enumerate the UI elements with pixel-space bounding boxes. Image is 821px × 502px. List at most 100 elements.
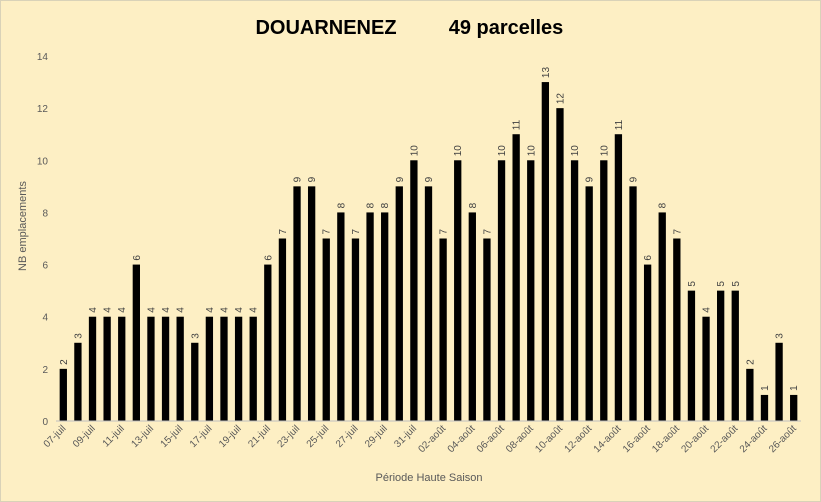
data-label: 12 — [555, 93, 566, 105]
data-label: 9 — [293, 176, 304, 182]
bar — [717, 290, 725, 421]
data-label: 6 — [132, 255, 143, 261]
x-tick-label: 20-août — [679, 423, 711, 455]
bar — [454, 160, 462, 422]
bar — [687, 290, 696, 421]
x-tick-label: 17-juil — [188, 423, 215, 450]
bar — [249, 316, 257, 421]
bar — [103, 316, 111, 421]
bar — [191, 342, 199, 421]
x-tick-label: 15-juil — [159, 423, 186, 450]
chart-title-city: DOUARNENEZ — [255, 17, 396, 39]
x-tick-label: 12-août — [563, 423, 595, 455]
x-tick-label: 23-juil — [276, 423, 303, 450]
data-label: 1 — [760, 385, 771, 391]
data-label: 8 — [336, 202, 347, 208]
bar — [88, 316, 97, 421]
bar — [337, 212, 345, 421]
bar — [220, 316, 228, 421]
bar — [293, 186, 301, 421]
data-label: 7 — [322, 229, 333, 235]
bar — [556, 108, 564, 422]
bar — [59, 368, 67, 421]
bar — [585, 186, 593, 421]
bar — [176, 316, 184, 421]
bar — [775, 342, 783, 421]
data-label: 4 — [702, 307, 713, 313]
x-tick-label: 25-juil — [305, 423, 332, 450]
bar — [132, 264, 140, 421]
data-label: 9 — [585, 176, 596, 182]
bar — [527, 160, 535, 422]
data-label: 4 — [146, 307, 157, 313]
data-label: 10 — [497, 145, 508, 157]
bar — [307, 186, 316, 421]
data-label: 7 — [672, 229, 683, 235]
x-tick-label: 14-août — [592, 423, 624, 455]
data-label: 7 — [439, 229, 450, 235]
data-label: 9 — [395, 176, 406, 182]
bar — [658, 212, 666, 421]
data-label: 7 — [482, 229, 493, 235]
y-tick-label: 10 — [37, 156, 49, 167]
data-label: 4 — [161, 307, 172, 313]
bar — [234, 316, 243, 421]
data-label: 2 — [59, 359, 70, 365]
bar — [570, 160, 579, 422]
bar — [351, 238, 360, 421]
data-label: 4 — [234, 307, 245, 313]
bar — [322, 238, 330, 421]
x-tick-label: 09-juil — [71, 423, 98, 450]
y-tick-label: 14 — [37, 52, 49, 63]
data-label: 10 — [526, 145, 537, 157]
bar — [366, 212, 374, 421]
x-tick-label: 02-août — [416, 423, 448, 455]
data-label: 4 — [176, 307, 187, 313]
x-tick-label: 08-août — [504, 423, 536, 455]
x-tick-label: 18-août — [650, 423, 682, 455]
data-label: 7 — [278, 229, 289, 235]
x-tick-label: 21-juil — [246, 423, 273, 450]
data-label: 4 — [117, 307, 128, 313]
x-tick-label: 31-juil — [392, 423, 419, 450]
data-label: 8 — [366, 202, 377, 208]
y-tick-label: 4 — [42, 313, 48, 324]
data-label: 5 — [687, 281, 698, 287]
data-label: 10 — [570, 145, 581, 157]
bar — [790, 394, 798, 421]
bar — [702, 316, 710, 421]
bar — [74, 342, 82, 421]
data-label: 11 — [614, 119, 625, 130]
data-label: 3 — [73, 333, 84, 339]
y-tick-label: 8 — [42, 208, 48, 219]
bar — [629, 186, 637, 421]
x-tick-label: 13-juil — [129, 423, 156, 450]
bar — [512, 134, 520, 421]
bar — [264, 264, 272, 421]
y-axis-title: NB emplacements — [17, 181, 29, 271]
data-label: 3 — [190, 333, 201, 339]
x-tick-label: 10-août — [533, 423, 565, 455]
x-tick-label: 11-juil — [101, 423, 127, 449]
bar — [424, 186, 433, 421]
bar — [205, 316, 214, 421]
bar — [760, 394, 769, 421]
bar — [483, 238, 491, 421]
x-tick-label: 26-août — [767, 423, 799, 455]
data-label: 10 — [599, 145, 610, 157]
y-tick-label: 0 — [42, 417, 48, 428]
data-label: 5 — [716, 281, 727, 287]
y-tick-label: 2 — [42, 365, 48, 376]
data-label: 11 — [512, 119, 523, 130]
bar — [161, 316, 170, 421]
data-label: 6 — [643, 255, 654, 261]
chart-title-parcels: 49 parcelles — [449, 17, 564, 39]
data-label: 9 — [629, 176, 640, 182]
x-tick-label: 19-juil — [217, 423, 244, 450]
data-label: 4 — [205, 307, 216, 313]
bar — [643, 264, 652, 421]
data-label: 6 — [263, 255, 274, 261]
